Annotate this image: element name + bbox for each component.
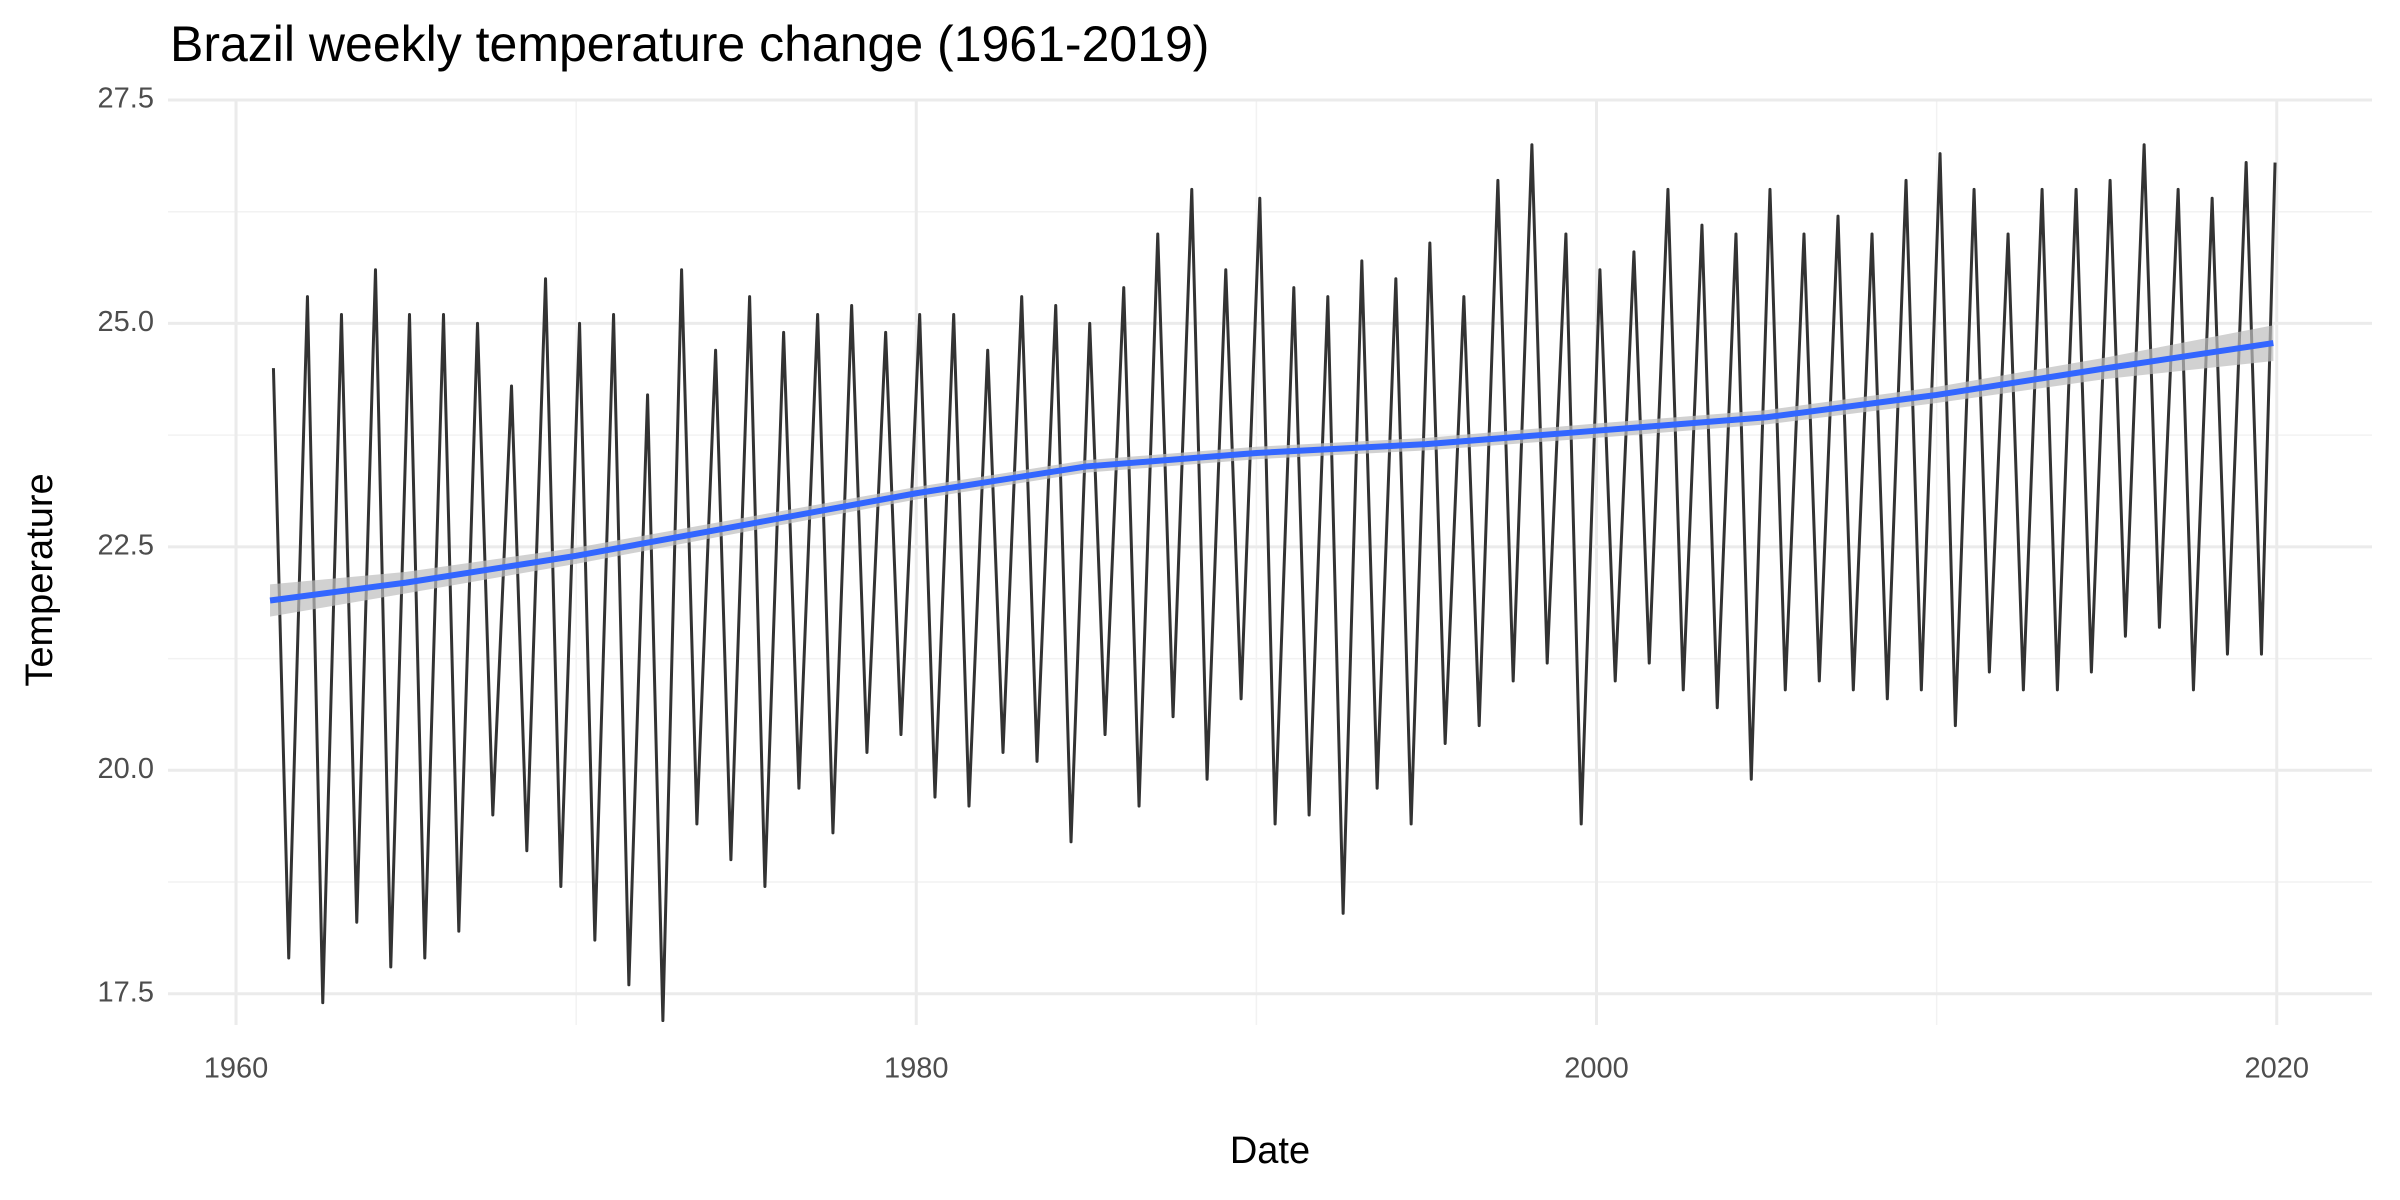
y-tick-label: 27.5: [98, 83, 154, 115]
y-tick-label: 17.5: [98, 976, 154, 1008]
x-tick-label: 2000: [1564, 1053, 1629, 1085]
x-tick-label: 2020: [2245, 1053, 2310, 1085]
chart-title: Brazil weekly temperature change (1961-2…: [170, 16, 1209, 72]
trend-line: [269, 340, 2274, 604]
y-tick-label: 25.0: [98, 306, 154, 338]
y-tick-label: 20.0: [98, 753, 154, 785]
y-tick-label: 22.5: [98, 530, 154, 562]
x-tick-label: 1960: [204, 1053, 269, 1085]
y-axis-title: Temperature: [19, 473, 61, 686]
x-axis-title: Date: [1230, 1130, 1310, 1172]
data-line: [271, 143, 2277, 1023]
x-tick-label: 1980: [884, 1053, 949, 1085]
